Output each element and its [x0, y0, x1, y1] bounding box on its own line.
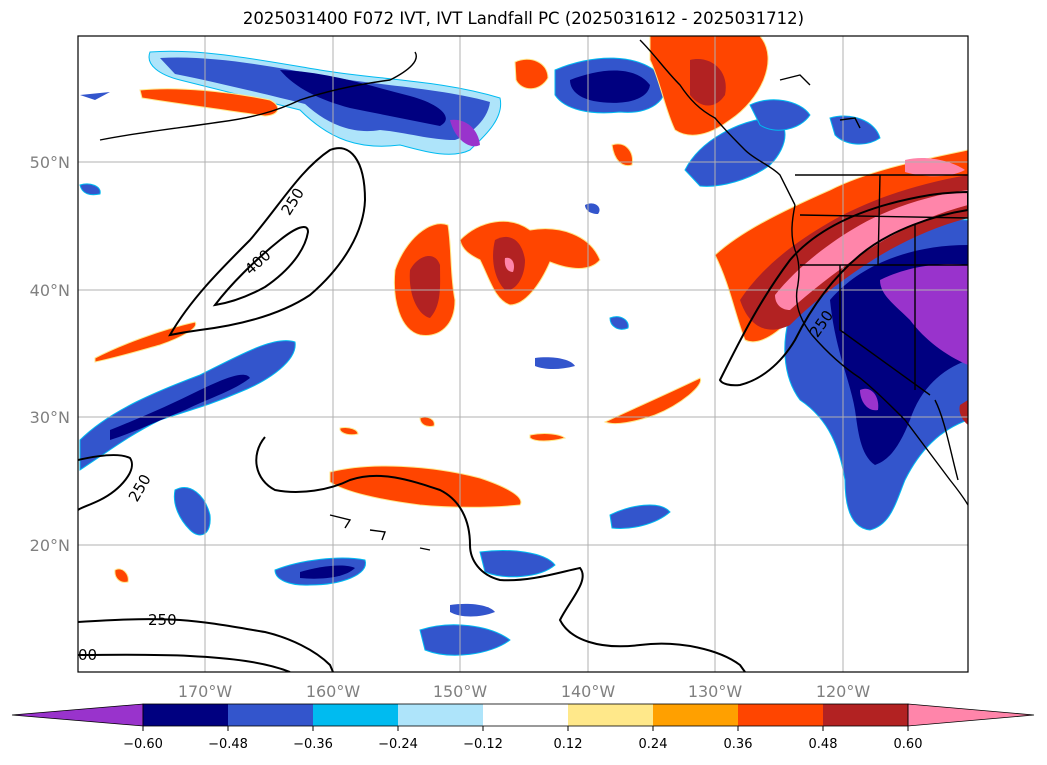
- lon-label: 150°W: [433, 682, 488, 701]
- lat-label: 30°N: [30, 408, 70, 427]
- colorbar-bin: [143, 704, 228, 726]
- colorbar-bin: [313, 704, 398, 726]
- lat-label: 40°N: [30, 281, 70, 300]
- lon-label: 120°W: [816, 682, 871, 701]
- lon-label: 140°W: [561, 682, 616, 701]
- map-title: 2025031400 F072 IVT, IVT Landfall PC (20…: [242, 9, 805, 28]
- colorbar-extend-high: [907, 703, 1035, 727]
- colorbar-outline: [142, 703, 909, 727]
- colorbar-tick-label: −0.12: [463, 737, 503, 752]
- colorbar-tick-label: 0.12: [554, 737, 583, 752]
- colorbar-bin: [228, 704, 313, 726]
- ivt-contours: [78, 147, 968, 672]
- contour-label: 00: [78, 646, 97, 664]
- colorbar-tick-label: −0.48: [208, 737, 248, 752]
- colorbar-bin: [398, 704, 483, 726]
- lat-label: 50°N: [30, 153, 70, 172]
- contour-label: 250: [278, 185, 308, 219]
- positive-shading: [94, 36, 968, 583]
- colorbar-tick-label: 0.36: [724, 737, 753, 752]
- contour-label: 250: [148, 611, 177, 629]
- negative-shading: [79, 50, 968, 656]
- contour-label: 400: [241, 246, 274, 279]
- longitude-labels: 170°W 160°W 150°W 140°W 130°W 120°W: [178, 682, 871, 701]
- lon-label: 170°W: [178, 682, 233, 701]
- colorbar-bin: [653, 704, 738, 726]
- map-frame: [77, 35, 969, 673]
- colorbar-bin: [483, 704, 568, 726]
- colorbar-tick-label: −0.24: [378, 737, 418, 752]
- colorbar-tick-label: 0.24: [639, 737, 668, 752]
- lon-label: 130°W: [688, 682, 743, 701]
- colorbar-bin: [738, 704, 823, 726]
- coastlines: [99, 39, 968, 551]
- lat-label: 20°N: [30, 536, 70, 555]
- lon-label: 160°W: [306, 682, 361, 701]
- colorbar-bin: [823, 704, 908, 726]
- contour-label: 250: [125, 471, 155, 505]
- latitude-labels: 50°N 40°N 30°N 20°N: [30, 153, 70, 555]
- map-area: 250 400 250 250 250 00: [78, 36, 968, 672]
- colorbar: −0.60 −0.48 −0.36 −0.24 −0.12 0.12 0.24 0.36 0.4…: [11, 703, 1035, 752]
- colorbar-tick-label: −0.60: [123, 737, 163, 752]
- colorbar-tick-label: 0.48: [809, 737, 838, 752]
- colorbar-tick-label: 0.60: [894, 737, 923, 752]
- colorbar-bin: [568, 704, 653, 726]
- colorbar-tick-label: −0.36: [293, 737, 333, 752]
- colorbar-extend-low: [11, 703, 144, 727]
